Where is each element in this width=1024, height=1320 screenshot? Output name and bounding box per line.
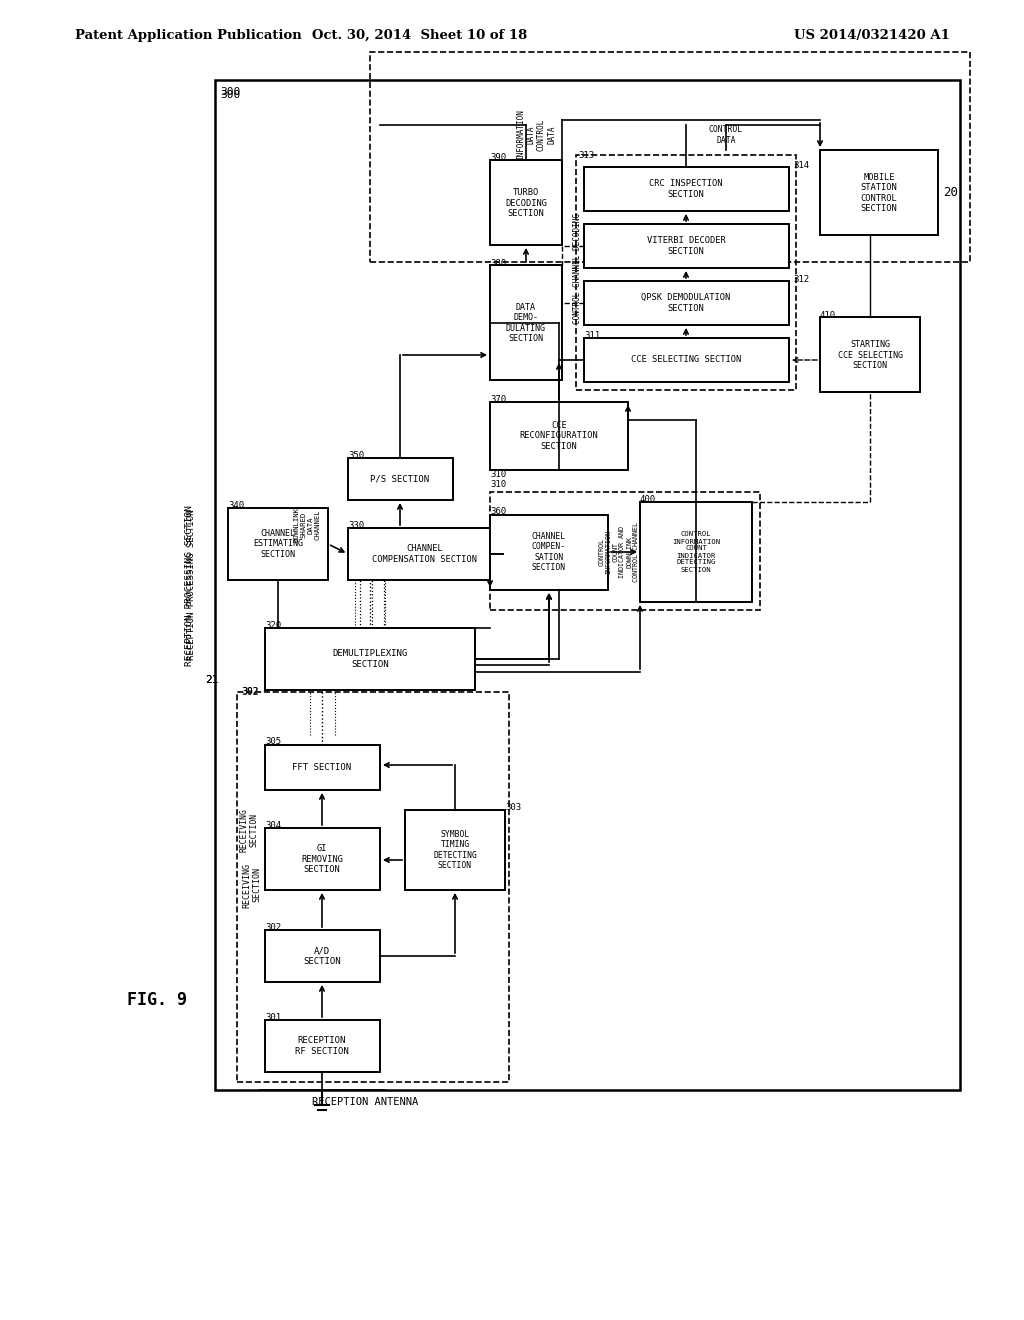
Text: 300: 300 bbox=[220, 87, 241, 96]
Text: QPSK DEMODULATION
SECTION: QPSK DEMODULATION SECTION bbox=[641, 293, 731, 313]
Text: 20: 20 bbox=[943, 186, 958, 199]
Text: CONTROL
INFORMATION
COUNT
INDICATOR AND
DOWNLINK
CONTROL CHANNEL: CONTROL INFORMATION COUNT INDICATOR AND … bbox=[598, 521, 640, 582]
Text: US 2014/0321420 A1: US 2014/0321420 A1 bbox=[795, 29, 950, 41]
Text: 340: 340 bbox=[228, 500, 244, 510]
Text: RECEPTION PROCESSING SECTION: RECEPTION PROCESSING SECTION bbox=[185, 504, 195, 665]
Text: SYMBOL
TIMING
DETECTING
SECTION: SYMBOL TIMING DETECTING SECTION bbox=[433, 830, 477, 870]
Text: FIG. 9: FIG. 9 bbox=[127, 991, 187, 1008]
Text: 390: 390 bbox=[490, 153, 506, 162]
Bar bbox=[265, 1020, 380, 1072]
Bar bbox=[584, 168, 790, 211]
Text: CONTROL
INFORMATION
COUNT
INDICATOR
DETECTING
SECTION: CONTROL INFORMATION COUNT INDICATOR DETE… bbox=[672, 532, 720, 573]
Text: 21: 21 bbox=[205, 675, 218, 685]
Text: INFORMATION
DATA
CONTROL
DATA: INFORMATION DATA CONTROL DATA bbox=[516, 110, 556, 161]
Text: 300: 300 bbox=[220, 90, 241, 100]
Text: DOWNLINK
SHARED
DATA
CHANNEL: DOWNLINK SHARED DATA CHANNEL bbox=[294, 507, 321, 543]
Text: RECEPTION PROCESSING SECTION: RECEPTION PROCESSING SECTION bbox=[187, 510, 197, 660]
Bar bbox=[820, 150, 938, 235]
Text: Oct. 30, 2014  Sheet 10 of 18: Oct. 30, 2014 Sheet 10 of 18 bbox=[312, 29, 527, 41]
Text: 410: 410 bbox=[820, 310, 837, 319]
Text: 370: 370 bbox=[490, 396, 506, 404]
Bar bbox=[640, 502, 752, 602]
Bar bbox=[370, 51, 970, 261]
Text: 304: 304 bbox=[265, 821, 282, 829]
Text: 400: 400 bbox=[640, 495, 656, 504]
Bar bbox=[406, 810, 505, 890]
Text: 380: 380 bbox=[490, 259, 506, 268]
Bar bbox=[490, 265, 562, 380]
Text: CHANNEL
COMPENSATION SECTION: CHANNEL COMPENSATION SECTION bbox=[373, 544, 477, 564]
Bar bbox=[265, 744, 380, 789]
Text: MOBILE
STATION
CONTROL
SECTION: MOBILE STATION CONTROL SECTION bbox=[860, 173, 897, 213]
Bar bbox=[490, 515, 608, 590]
Text: 312: 312 bbox=[793, 276, 809, 285]
Bar bbox=[584, 281, 790, 325]
Text: 320: 320 bbox=[265, 620, 282, 630]
Bar bbox=[575, 154, 796, 389]
Bar bbox=[348, 458, 453, 500]
Text: FFT SECTION: FFT SECTION bbox=[293, 763, 351, 772]
Text: 302: 302 bbox=[265, 924, 282, 932]
Text: VITERBI DECODER
SECTION: VITERBI DECODER SECTION bbox=[646, 236, 725, 256]
Text: 21: 21 bbox=[205, 675, 218, 685]
Text: A/D
SECTION: A/D SECTION bbox=[303, 946, 341, 966]
Bar bbox=[237, 692, 509, 1082]
Text: 302: 302 bbox=[242, 688, 258, 697]
Bar bbox=[584, 224, 790, 268]
Bar bbox=[348, 528, 503, 579]
Text: DEMULTIPLEXING
SECTION: DEMULTIPLEXING SECTION bbox=[333, 649, 408, 669]
Text: 313: 313 bbox=[578, 150, 594, 160]
Text: 314: 314 bbox=[793, 161, 809, 169]
Text: RECEIVING
SECTION: RECEIVING SECTION bbox=[240, 808, 259, 851]
Text: 303: 303 bbox=[505, 804, 521, 813]
Bar bbox=[584, 338, 790, 381]
Text: 350: 350 bbox=[348, 450, 365, 459]
Text: STARTING
CCE SELECTING
SECTION: STARTING CCE SELECTING SECTION bbox=[838, 341, 902, 370]
Text: RECEIVING
SECTION: RECEIVING SECTION bbox=[243, 862, 262, 908]
Bar bbox=[265, 828, 380, 890]
Text: 302: 302 bbox=[241, 686, 259, 697]
Text: 305: 305 bbox=[265, 738, 282, 747]
Text: GI
REMOVING
SECTION: GI REMOVING SECTION bbox=[301, 843, 343, 874]
Text: RECEPTION
RF SECTION: RECEPTION RF SECTION bbox=[295, 1036, 349, 1056]
Bar bbox=[265, 931, 380, 982]
Text: 310: 310 bbox=[490, 480, 506, 488]
Text: TURBO
DECODING
SECTION: TURBO DECODING SECTION bbox=[505, 187, 547, 218]
Text: CONTROL CHANNEL DECODING: CONTROL CHANNEL DECODING bbox=[572, 213, 582, 323]
Text: CONTROL
DATA: CONTROL DATA bbox=[709, 125, 743, 145]
Text: 330: 330 bbox=[348, 520, 365, 529]
Text: 301: 301 bbox=[265, 1012, 282, 1022]
Text: Patent Application Publication: Patent Application Publication bbox=[75, 29, 302, 41]
Text: 311: 311 bbox=[584, 331, 600, 341]
Text: CHANNEL
ESTIMATING
SECTION: CHANNEL ESTIMATING SECTION bbox=[253, 529, 303, 558]
Bar bbox=[228, 508, 328, 579]
Bar bbox=[265, 628, 475, 690]
Text: CHANNEL
COMPEN-
SATION
SECTION: CHANNEL COMPEN- SATION SECTION bbox=[531, 532, 566, 572]
Text: 360: 360 bbox=[490, 507, 506, 516]
Text: CCE
RECONFIGURATION
SECTION: CCE RECONFIGURATION SECTION bbox=[519, 421, 598, 451]
Text: CCE SELECTING SECTION: CCE SELECTING SECTION bbox=[631, 355, 741, 364]
Bar bbox=[215, 81, 961, 1090]
Bar bbox=[490, 403, 628, 470]
Text: DATA
DEMO-
DULATING
SECTION: DATA DEMO- DULATING SECTION bbox=[506, 302, 546, 343]
Text: CRC INSPECTION
SECTION: CRC INSPECTION SECTION bbox=[649, 180, 723, 199]
Bar bbox=[820, 317, 920, 392]
Text: RECEPTION ANTENNA: RECEPTION ANTENNA bbox=[312, 1097, 418, 1107]
Text: P/S SECTION: P/S SECTION bbox=[371, 474, 429, 483]
Bar bbox=[490, 160, 562, 246]
Text: 310: 310 bbox=[490, 470, 506, 479]
Bar bbox=[490, 492, 760, 610]
